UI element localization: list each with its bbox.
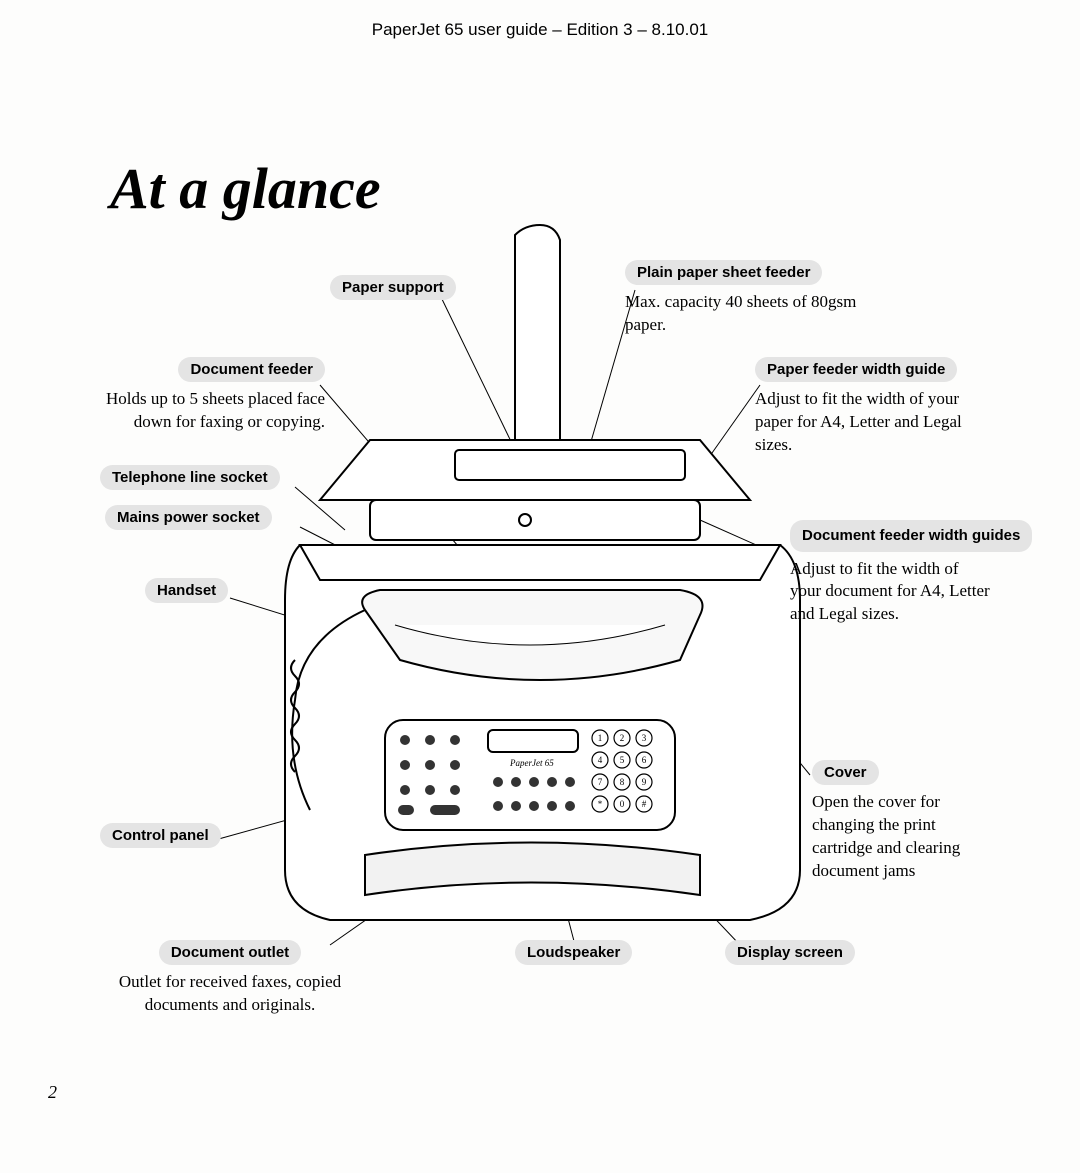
label-loudspeaker: Loudspeaker [515, 940, 632, 965]
svg-text:7: 7 [598, 777, 603, 787]
page-number: 2 [48, 1082, 57, 1103]
svg-text:3: 3 [642, 733, 647, 743]
callout-width-guide: Paper feeder width guide Adjust to fit t… [755, 357, 995, 457]
callout-doc-feeder-width: Document feeder width guides Adjust to f… [790, 520, 990, 626]
callout-doc-outlet: Document outlet Outlet for received faxe… [100, 940, 360, 1017]
desc-width-guide: Adjust to fit the width of your paper fo… [755, 388, 995, 457]
svg-text:8: 8 [620, 777, 625, 787]
product-label: PaperJet 65 [509, 758, 554, 768]
label-doc-outlet: Document outlet [159, 940, 301, 965]
svg-text:#: # [642, 799, 647, 809]
callout-doc-feeder: Document feeder Holds up to 5 sheets pla… [100, 357, 325, 434]
desc-cover: Open the cover for changing the print ca… [812, 791, 982, 883]
callout-plain-feeder: Plain paper sheet feeder Max. capacity 4… [625, 260, 885, 337]
label-width-guide: Paper feeder width guide [755, 357, 957, 382]
callout-display: Display screen [725, 940, 855, 965]
label-cover: Cover [812, 760, 879, 785]
page-header: PaperJet 65 user guide – Edition 3 – 8.1… [0, 0, 1080, 40]
desc-plain-feeder: Max. capacity 40 sheets of 80gsm paper. [625, 291, 885, 337]
page-title: At a glance [110, 155, 381, 222]
label-doc-feeder: Document feeder [178, 357, 325, 382]
callout-cover: Cover Open the cover for changing the pr… [812, 760, 982, 883]
callout-loudspeaker: Loudspeaker [515, 940, 632, 965]
label-paper-support: Paper support [330, 275, 456, 300]
svg-text:0: 0 [620, 799, 625, 809]
label-mains: Mains power socket [105, 505, 272, 530]
svg-text:9: 9 [642, 777, 647, 787]
callout-handset: Handset [145, 578, 228, 603]
svg-text:6: 6 [642, 755, 647, 765]
desc-doc-feeder: Holds up to 5 sheets placed face down fo… [100, 388, 325, 434]
callout-control-panel: Control panel [100, 823, 221, 848]
svg-text:1: 1 [598, 733, 603, 743]
label-doc-feeder-width: Document feeder width guides [790, 520, 1032, 552]
svg-text:5: 5 [620, 755, 625, 765]
desc-doc-outlet: Outlet for received faxes, copied docume… [100, 971, 360, 1017]
label-tel-socket: Telephone line socket [100, 465, 280, 490]
svg-text:*: * [598, 799, 603, 809]
desc-doc-feeder-width: Adjust to fit the width of your document… [790, 558, 990, 627]
callout-tel-socket: Telephone line socket [100, 465, 280, 490]
callout-mains: Mains power socket [105, 505, 272, 530]
svg-text:2: 2 [620, 733, 625, 743]
label-control-panel: Control panel [100, 823, 221, 848]
label-plain-feeder: Plain paper sheet feeder [625, 260, 822, 285]
callout-paper-support: Paper support [330, 275, 456, 300]
svg-text:4: 4 [598, 755, 603, 765]
label-display: Display screen [725, 940, 855, 965]
label-handset: Handset [145, 578, 228, 603]
